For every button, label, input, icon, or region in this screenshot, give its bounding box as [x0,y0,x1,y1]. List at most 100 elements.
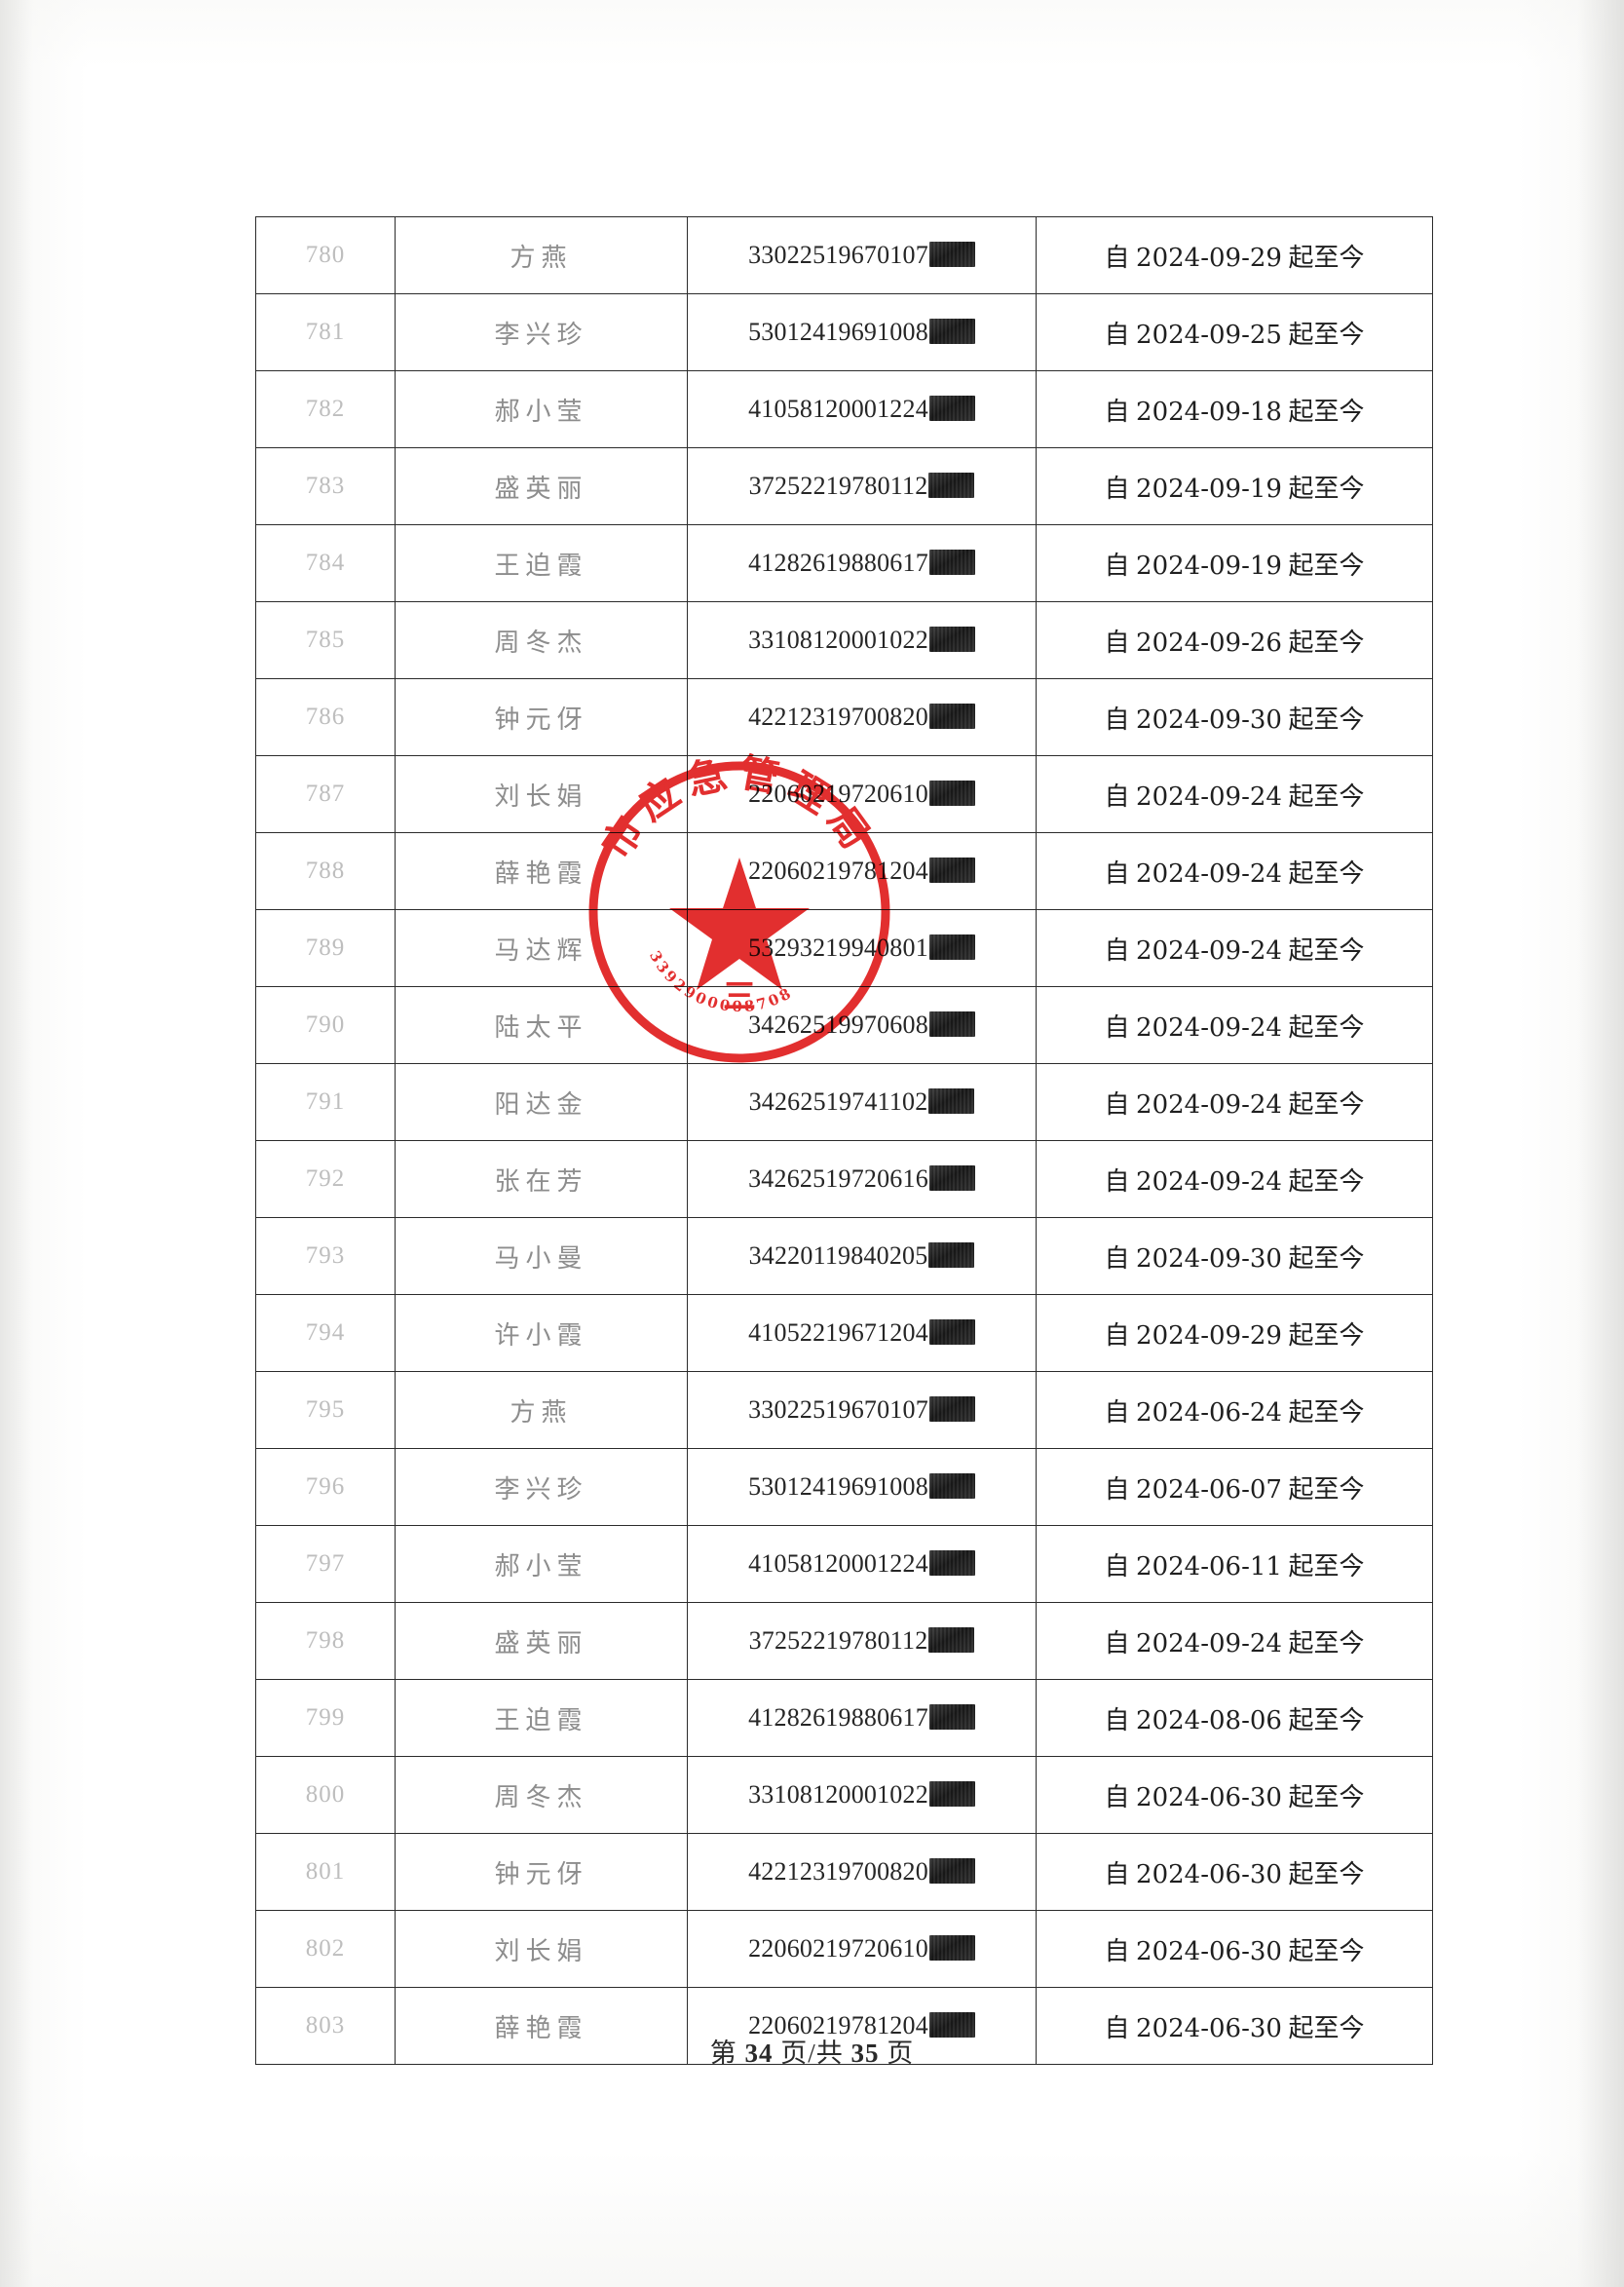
person-name-value: 陆太平 [494,1012,588,1043]
id-number-value: 34262519720616 [748,1164,928,1193]
redaction-block [928,1781,975,1807]
date-range-cell: 自 2024-09-29 起至今 [1036,216,1433,294]
row-index-cell: 802 [255,1910,396,1988]
person-name-value: 王迫霞 [494,1705,588,1735]
row-index-value: 787 [305,781,346,807]
id-number-value: 34220119840205 [748,1241,928,1270]
row-index-value: 802 [305,1935,346,1962]
row-index-value: 799 [305,1704,346,1731]
scan-edge-shadow-left [0,0,33,2287]
date-prefix: 自 [1104,320,1130,349]
date-range-value: 自 2024-06-30 起至今 [1105,1783,1365,1812]
id-number-value: 33022519670107 [748,241,928,269]
date-start: 2024-09-19 [1136,551,1282,581]
redaction-block [928,1704,975,1730]
date-prefix: 自 [1104,705,1130,734]
table-row: 798 盛英丽 37252219780112 自 2024-09-24 起至今 [255,1602,1433,1680]
person-name-cell: 薛艳霞 [395,832,688,910]
date-suffix: 起至今 [1288,1551,1365,1581]
date-range-value: 自 2024-09-24 起至今 [1105,859,1365,889]
id-number-cell: 53012419691008 [687,1448,1037,1526]
date-start: 2024-09-19 [1136,474,1282,504]
date-start: 2024-09-24 [1136,1089,1282,1120]
redaction-block [928,1858,975,1884]
row-index-cell: 791 [255,1063,396,1141]
id-number-cell: 53293219940801 [687,909,1037,987]
person-name-cell: 方燕 [395,216,688,294]
date-range-value: 自 2024-06-11 起至今 [1105,1551,1365,1582]
person-name-cell: 盛英丽 [395,447,688,525]
person-name-value: 郝小莹 [494,1551,588,1582]
id-number-cell: 41058120001224 [687,370,1037,448]
row-index-value: 788 [305,858,346,884]
redaction-block [928,1550,975,1576]
date-range-cell: 自 2024-09-24 起至今 [1036,909,1433,987]
redaction-block [928,1011,975,1037]
row-index-cell: 786 [255,678,396,756]
row-index-value: 796 [305,1473,346,1500]
table-row: 797 郝小莹 41058120001224 自 2024-06-11 起至今 [255,1525,1433,1603]
row-index-value: 794 [305,1319,346,1346]
date-range-value: 自 2024-06-30 起至今 [1105,1859,1365,1889]
person-name-value: 刘长娟 [494,781,588,812]
row-index-value: 797 [305,1550,346,1577]
records-table: 780 方燕 33022519670107 自 2024-09-29 起至今 781 李兴… [255,216,1433,2065]
row-index-cell: 789 [255,909,396,987]
date-prefix: 自 [1104,1089,1130,1119]
id-number-cell: 22060219720610 [687,755,1037,833]
date-range-cell: 自 2024-09-24 起至今 [1036,755,1433,833]
person-name-value: 阳达金 [494,1089,588,1120]
id-number-cell: 37252219780112 [687,447,1037,525]
table-row: 785 周冬杰 33108120001022 自 2024-09-26 起至今 [255,601,1433,679]
date-range-cell: 自 2024-09-25 起至今 [1036,293,1433,371]
redaction-block [928,396,975,421]
person-name-value: 薛艳霞 [494,858,588,889]
redaction-block [928,1396,975,1422]
id-number-value: 41282619880617 [748,1703,928,1732]
date-range-cell: 自 2024-09-24 起至今 [1036,1063,1433,1141]
date-range-cell: 自 2024-09-30 起至今 [1036,678,1433,756]
redaction-block [928,550,975,575]
date-suffix: 起至今 [1288,1243,1365,1273]
footer-middle: 页/共 [780,2039,844,2068]
row-index-cell: 788 [255,832,396,910]
date-range-cell: 自 2024-09-24 起至今 [1036,1602,1433,1680]
table-row: 801 钟元伢 42212319700820 自 2024-06-30 起至今 [255,1833,1433,1911]
date-range-cell: 自 2024-09-29 起至今 [1036,1294,1433,1372]
id-number-value: 53012419691008 [748,1472,928,1501]
date-start: 2024-09-30 [1136,705,1282,735]
row-index-cell: 787 [255,755,396,833]
id-number-cell: 33022519670107 [687,216,1037,294]
person-name-cell: 钟元伢 [395,678,688,756]
id-number-value: 41052219671204 [748,1318,928,1347]
row-index-cell: 783 [255,447,396,525]
person-name-value: 许小霞 [494,1320,588,1351]
date-start: 2024-06-07 [1136,1474,1282,1505]
id-number-value: 22060219720610 [748,1934,928,1963]
id-number-value: 42212319700820 [748,1857,928,1886]
date-suffix: 起至今 [1288,781,1365,811]
row-index-cell: 794 [255,1294,396,1372]
row-index-cell: 799 [255,1679,396,1757]
person-name-value: 马达辉 [494,935,588,966]
date-range-cell: 自 2024-09-24 起至今 [1036,986,1433,1064]
date-prefix: 自 [1104,243,1130,272]
date-prefix: 自 [1104,935,1130,965]
date-range-value: 自 2024-06-30 起至今 [1105,1937,1365,1966]
row-index-cell: 780 [255,216,396,294]
redaction-block [928,934,975,960]
id-number-value: 22060219781204 [748,857,928,885]
date-suffix: 起至今 [1288,551,1365,580]
date-range-value: 自 2024-09-26 起至今 [1105,629,1365,658]
date-suffix: 起至今 [1288,1859,1365,1888]
id-number-value: 22060219720610 [748,780,928,808]
row-index-value: 795 [305,1396,346,1423]
date-range-value: 自 2024-06-07 起至今 [1105,1474,1365,1505]
person-name-cell: 李兴珍 [395,1448,688,1526]
person-name-value: 李兴珍 [494,320,588,350]
id-number-cell: 34262519720616 [687,1140,1037,1218]
date-prefix: 自 [1104,474,1130,503]
date-range-cell: 自 2024-06-07 起至今 [1036,1448,1433,1526]
person-name-value: 方燕 [510,243,573,273]
id-number-cell: 41282619880617 [687,524,1037,602]
